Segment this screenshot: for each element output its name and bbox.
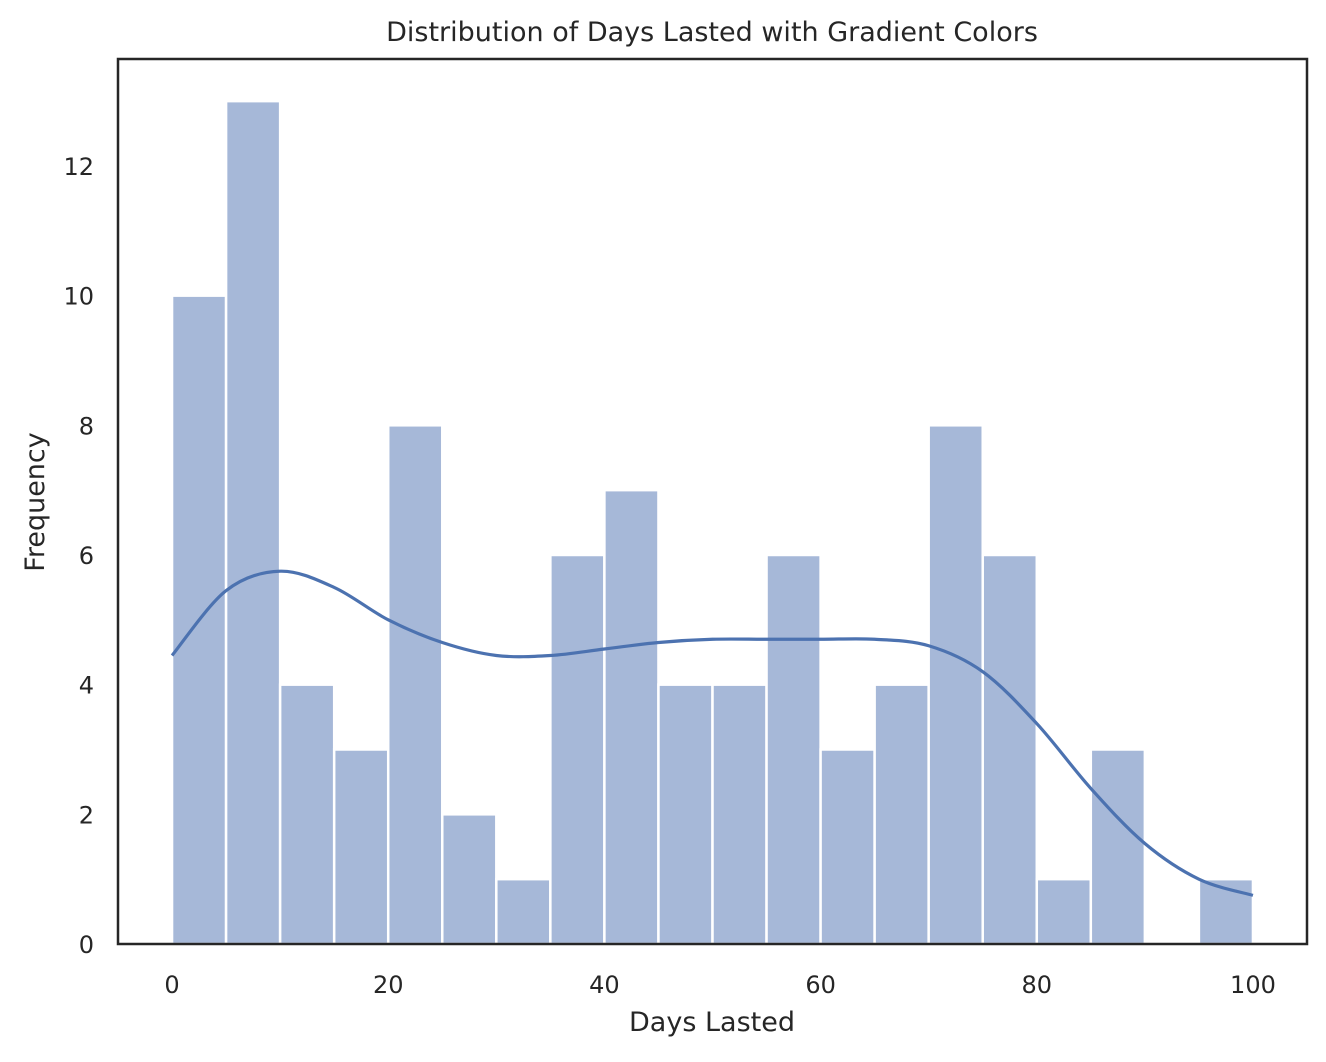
histogram-bar	[1089, 748, 1147, 946]
y-tick-label: 6	[79, 542, 94, 570]
histogram-bar	[657, 683, 714, 946]
x-tick-label: 20	[373, 971, 404, 999]
histogram-bar	[927, 424, 984, 946]
histogram-bar	[603, 488, 660, 946]
chart-title: Distribution of Days Lasted with Gradien…	[386, 17, 1038, 48]
x-axis-label: Days Lasted	[629, 1007, 795, 1038]
x-tick-label: 40	[589, 971, 620, 999]
bars-layer	[170, 99, 1255, 946]
histogram-bar	[441, 813, 498, 946]
x-tick-label: 60	[805, 971, 836, 999]
y-axis-label: Frequency	[20, 432, 51, 572]
y-tick-label: 8	[79, 412, 94, 440]
histogram-bar	[1035, 877, 1093, 946]
x-tick-label: 80	[1021, 971, 1052, 999]
y-tick-label: 10	[63, 283, 94, 311]
histogram-bar	[711, 683, 768, 946]
histogram-bar	[819, 748, 876, 946]
x-axis-ticks: 0 20 40 60 80 100	[164, 971, 1275, 999]
y-tick-label: 12	[63, 153, 94, 181]
y-tick-label: 2	[79, 801, 94, 829]
histogram-bar	[549, 553, 606, 946]
histogram-bar	[278, 683, 336, 946]
histogram-bar	[224, 99, 282, 946]
plot-frame	[116, 57, 1309, 946]
y-tick-label: 4	[79, 672, 94, 700]
y-tick-label: 0	[79, 931, 94, 959]
kde-line	[170, 569, 1254, 897]
x-tick-label: 100	[1230, 971, 1276, 999]
y-axis-ticks: 0 2 4 6 8 10 12	[63, 153, 94, 959]
histogram-bar	[495, 877, 552, 946]
histogram-bar	[386, 424, 444, 946]
x-tick-label: 0	[164, 971, 179, 999]
histogram-bar	[981, 553, 1039, 946]
histogram-bar	[332, 748, 390, 946]
kde-layer	[170, 569, 1254, 897]
histogram-bar	[873, 683, 930, 946]
histogram-bar	[765, 553, 822, 946]
